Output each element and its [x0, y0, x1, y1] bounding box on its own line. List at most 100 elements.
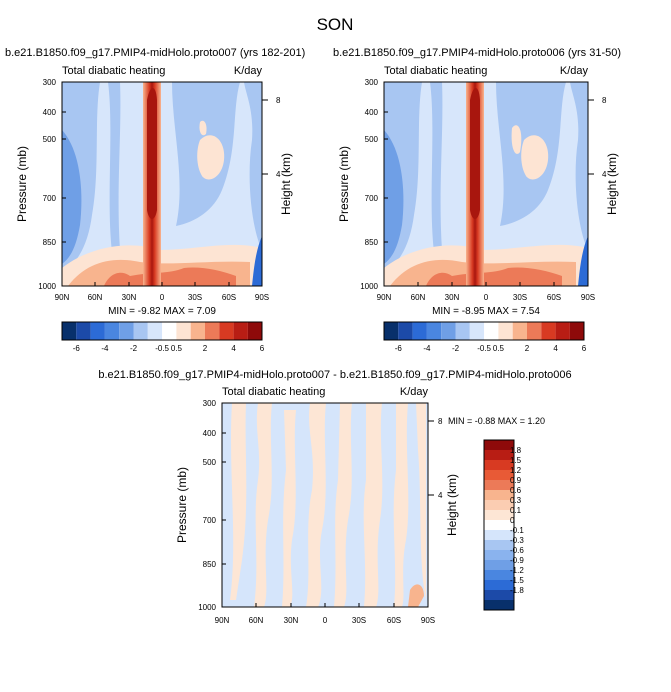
- panel-2-sh-pole: [570, 82, 588, 250]
- colorbar-label: -0.3: [510, 536, 524, 545]
- colorbar-swatch: [384, 322, 399, 340]
- colorbar-swatch: [484, 550, 514, 560]
- x-tick-label: 90S: [255, 293, 269, 302]
- colorbar-label: 1.5: [510, 456, 522, 465]
- x-tick-label: 90N: [55, 293, 70, 302]
- y-tick-label: 850: [43, 238, 57, 247]
- colorbar-label: -0.9: [510, 556, 524, 565]
- panel-3-warm-band: [282, 410, 296, 607]
- x-tick-label: 0: [160, 293, 165, 302]
- y-tick-label: 500: [43, 135, 57, 144]
- colorbar-label: 0.5: [493, 344, 505, 353]
- colorbar-swatch: [441, 322, 456, 340]
- colorbar-label: 4: [553, 344, 558, 353]
- colorbar-swatch: [205, 322, 220, 340]
- panel-3-y-ticks: 300 400 500 700 850 1000: [198, 399, 226, 612]
- colorbar-label: -4: [101, 344, 109, 353]
- x-tick-label: 90S: [421, 616, 435, 625]
- y2-tick-label: 8: [276, 96, 281, 105]
- x-tick-label: 30S: [513, 293, 527, 302]
- colorbar-swatch: [119, 322, 134, 340]
- colorbar-swatch: [426, 322, 442, 340]
- panel-3-ylabel: Pressure (mb): [175, 467, 189, 543]
- panel-1-eq-core: [147, 88, 157, 219]
- panel-1-ylabel: Pressure (mb): [15, 146, 29, 222]
- panel-3-warm-band: [230, 403, 247, 600]
- colorbar-swatch: [569, 322, 585, 340]
- colorbar-swatch: [133, 322, 148, 340]
- colorbar-frame: [61, 321, 263, 341]
- colorbar-swatch: [412, 322, 427, 340]
- y-tick-label: 850: [365, 238, 379, 247]
- colorbar-label: -2: [452, 344, 460, 353]
- panel-1-x-ticks: 90N 60N 30N 0 30S 60S 90S: [55, 282, 269, 302]
- panel-1-nh-core: [62, 130, 82, 264]
- x-tick-label: 30S: [188, 293, 202, 302]
- panel-3-y2label: Height (km): [445, 474, 459, 536]
- colorbar-swatch: [541, 322, 556, 340]
- x-tick-label: 90S: [581, 293, 595, 302]
- y2-tick-label: 4: [276, 170, 281, 179]
- colorbar-label: 0.5: [171, 344, 183, 353]
- colorbar-label: 1.8: [510, 446, 522, 455]
- panel-2-colorbar: -6 -4 -2 -0.5 0.5 2 4 6: [383, 321, 587, 353]
- panel-3-title: b.e21.B1850.f09_g17.PMIP4-midHolo.proto0…: [98, 369, 571, 381]
- y-tick-label: 700: [203, 516, 217, 525]
- colorbar-swatch: [247, 322, 263, 340]
- colorbar-swatch: [484, 590, 514, 600]
- colorbar-swatch: [484, 322, 499, 340]
- panel-2-y-ticks: 300 400 500 700 850 1000: [360, 78, 388, 291]
- colorbar-label: 2: [525, 344, 530, 353]
- y-tick-label: 400: [43, 108, 57, 117]
- x-tick-marks: [221, 603, 429, 607]
- colorbar-label: -0.5: [477, 344, 491, 353]
- colorbar-label: -4: [423, 344, 431, 353]
- colorbar-swatch: [555, 322, 570, 340]
- panel-2-eq-core: [470, 88, 480, 219]
- colorbar-label: 0.6: [510, 486, 522, 495]
- colorbar-swatch: [484, 470, 514, 480]
- colorbar-label: 0.1: [510, 506, 522, 515]
- x-tick-label: 60N: [411, 293, 426, 302]
- colorbar-label: 4: [231, 344, 236, 353]
- colorbar-label: 6: [582, 344, 587, 353]
- y-tick-label: 400: [365, 108, 379, 117]
- y-tick-marks: [222, 402, 226, 608]
- colorbar-swatch: [484, 580, 514, 590]
- panel-2-title: b.e21.B1850.f09_g17.PMIP4-midHolo.proto0…: [333, 47, 621, 59]
- page-title: SON: [317, 15, 354, 34]
- y-tick-marks: [384, 81, 388, 287]
- panel-1-field: [61, 81, 263, 287]
- panel-1-y-ticks: 300 400 500 700 850 1000: [38, 78, 66, 291]
- colorbar-swatch: [498, 322, 513, 340]
- panel-2-x-ticks: 90N 60N 30N 0 30S 60S 90S: [377, 282, 595, 302]
- x-tick-label: 0: [323, 616, 328, 625]
- panel-3: b.e21.B1850.f09_g17.PMIP4-midHolo.proto0…: [98, 369, 571, 625]
- colorbar-swatch: [62, 322, 77, 340]
- panel-2-ylabel: Pressure (mb): [337, 146, 351, 222]
- panel-1-sh-edge: [252, 236, 262, 286]
- y-tick-label: 1000: [360, 282, 378, 291]
- x-tick-label: 0: [484, 293, 489, 302]
- colorbar-swatch: [190, 322, 205, 340]
- panel-3-warm-spot: [408, 584, 424, 607]
- panel-3-warm-band: [334, 403, 352, 607]
- colorbar-label: 2: [203, 344, 208, 353]
- x-tick-label: 30N: [122, 293, 137, 302]
- colorbar-label: -6: [73, 344, 81, 353]
- panel-1-trop-low: [108, 82, 121, 252]
- panel-2-y2-ticks: 8 4: [588, 96, 607, 179]
- colorbar-swatch: [484, 480, 514, 490]
- colorbar-label: 6: [260, 344, 265, 353]
- panel-2-nh-core: [384, 130, 404, 264]
- colorbar-frame: [483, 439, 515, 611]
- colorbar-swatch: [176, 322, 191, 340]
- colorbar-swatch: [512, 322, 527, 340]
- panel-3-colorbar: 1.8 1.5 1.2 0.9 0.6 0.3 0.1 0 -0.1 -0.3 …: [483, 439, 524, 611]
- x-tick-marks: [61, 282, 263, 286]
- x-tick-label: 60N: [249, 616, 264, 625]
- x-tick-label: 60S: [387, 616, 401, 625]
- panel-1-left-label: Total diabatic heating: [62, 65, 165, 77]
- colorbar-swatch: [484, 560, 514, 570]
